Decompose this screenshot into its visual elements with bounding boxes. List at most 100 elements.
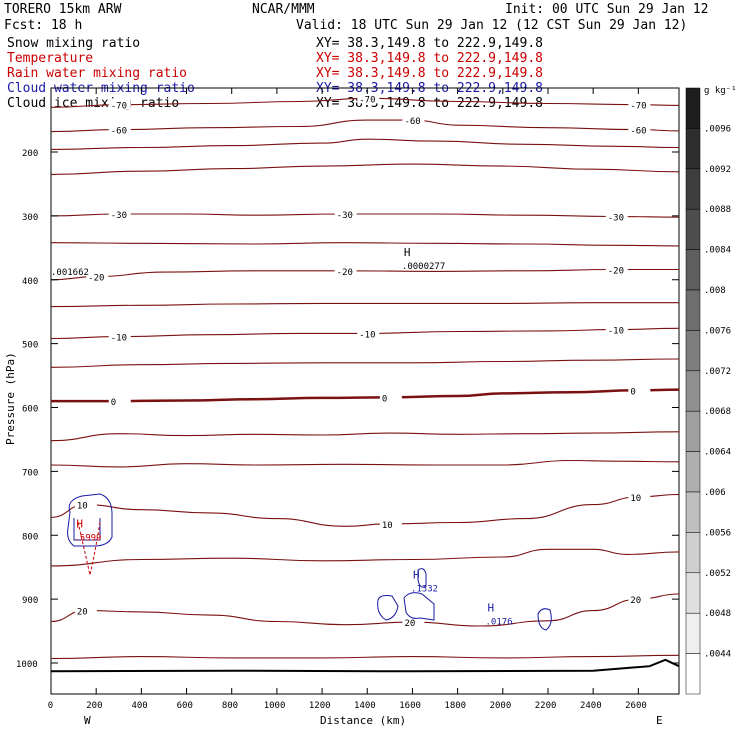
x-axis: 0 200 400 600 800 1000 1200 1400 1600 1800 2000 220… — [48, 88, 647, 711]
isotherm--40 — [50, 163, 680, 175]
colorbar-tick-label: .0076 — [704, 326, 731, 336]
isotherm-label--60: -60 — [404, 117, 420, 127]
isotherm-label-bg — [334, 264, 357, 276]
isotherm-label-bg — [86, 270, 109, 282]
y-tick-label: 500 — [22, 341, 38, 351]
isotherm-20 — [50, 593, 680, 627]
isotherm-label-0: 0 — [111, 398, 116, 408]
colorbar-bin — [685, 653, 701, 695]
y-tick-label: 1000 — [16, 660, 38, 670]
max-value-0: .0000277 — [402, 262, 445, 272]
isotherm-label-0: 0 — [382, 394, 387, 404]
y-tick-label: 700 — [22, 468, 38, 478]
x-end-label-west: W — [84, 714, 91, 727]
isotherm-label-bg — [108, 98, 131, 110]
colorbar-tick-label: .0052 — [704, 569, 731, 579]
y-tick-label: 400 — [22, 277, 38, 287]
legend-xy-2: XY= 38.3,149.8 to 222.9,149.8 — [316, 66, 543, 81]
isotherm-label-bg — [605, 210, 628, 222]
isotherm-label-bg — [379, 517, 402, 529]
colorbar-bin — [685, 532, 701, 574]
isotherm-label--10: -10 — [608, 327, 624, 337]
isotherm-label-bg — [628, 98, 651, 110]
legend-xy-0: XY= 38.3,149.8 to 222.9,149.8 — [316, 36, 543, 51]
legend-field-1: Temperature — [7, 51, 93, 66]
y-axis-label: Pressure (hPa) — [4, 352, 17, 445]
colorbar-unit: g kg⁻¹ — [704, 86, 737, 96]
ground-line — [50, 658, 680, 673]
isotherm-25 — [50, 654, 680, 660]
isotherm-label-bg — [379, 391, 402, 403]
x-axis-label: Distance (km) — [320, 714, 406, 727]
colorbar-bin — [685, 572, 701, 614]
isotherm-label-bg — [74, 604, 97, 616]
colorbar-bin — [685, 249, 701, 291]
y-tick-label: 800 — [22, 532, 38, 542]
max-marker-0: H — [404, 246, 411, 259]
isotherm-label-bg — [628, 123, 651, 135]
colorbar-tick-label: .0072 — [704, 367, 731, 377]
isotherm-label-10: 10 — [77, 502, 88, 512]
legend-xy-1: XY= 38.3,149.8 to 222.9,149.8 — [316, 51, 543, 66]
colorbar-tick-label: .008 — [704, 286, 726, 296]
x-tick-label: 2600 — [625, 701, 647, 711]
isotherm-label-10: 10 — [382, 521, 393, 531]
isotherm-0 — [50, 388, 680, 403]
x-tick-label: 600 — [177, 701, 193, 711]
isotherm-label--70: -70 — [111, 102, 127, 112]
isotherm--5 — [50, 358, 680, 368]
left-edge-value: .001662 — [51, 268, 89, 278]
colorbar: .0096 .0092 .0088 .0084 .008 .0076 .0072 .0068.… — [685, 87, 731, 695]
isotherm--60 — [50, 119, 680, 133]
colorbar-tick-label: .006 — [704, 488, 726, 498]
plot-frame — [50, 87, 680, 695]
isotherm-label-bg — [605, 323, 628, 335]
cloud-water-contours — [67, 493, 552, 631]
colorbar-bin — [685, 491, 701, 533]
max-value-2: .1332 — [411, 584, 438, 594]
isotherm-label--30: -30 — [111, 211, 127, 221]
x-tick-label: 400 — [131, 701, 147, 711]
isotherm-label--70: -70 — [630, 102, 646, 112]
max-marker-2: H — [413, 568, 420, 581]
isotherm--20 — [50, 268, 679, 281]
isotherm-label-10: 10 — [630, 494, 641, 504]
isotherm-3 — [50, 431, 680, 442]
x-tick-label: 2000 — [490, 701, 512, 711]
y-tick-label: 900 — [22, 596, 38, 606]
isotherm-label--60: -60 — [630, 127, 646, 137]
isotherm-label-bg — [628, 490, 651, 502]
cloud-water-cell-3 — [417, 568, 427, 588]
colorbar-bin — [685, 612, 701, 654]
cloud-water-cell-1 — [377, 595, 399, 621]
colorbar-tick-label: .0056 — [704, 528, 731, 538]
x-tick-label: 1600 — [399, 701, 421, 711]
x-tick-label: 1000 — [264, 701, 286, 711]
colorbar-tick-label: .0096 — [704, 124, 731, 134]
temperature-isotherms: -70 -70 -70 -60 -60 -60 -30 -30 -30 -20 -20 -20 -10 -… — [50, 92, 680, 660]
organization: NCAR/MMM — [252, 2, 315, 17]
isotherm-label-bg — [628, 384, 651, 396]
cloud-water-cell-west — [67, 493, 113, 547]
colorbar-bin — [685, 330, 701, 372]
field-legend: Snow mixing ratio XY= 38.3,149.8 to 222.9… — [7, 36, 543, 111]
isotherm--30 — [50, 213, 680, 218]
colorbar-bin — [685, 289, 701, 331]
isotherm-label-bg — [108, 330, 131, 342]
y-tick-label: 300 — [22, 213, 38, 223]
isotherm-label-bg — [628, 593, 651, 605]
legend-field-2: Rain water mixing ratio — [7, 66, 187, 81]
rain-contours — [77, 521, 101, 576]
x-tick-label: 2400 — [580, 701, 602, 711]
cloud-water-cell-2 — [403, 592, 435, 621]
valid-time: Valid: 18 UTC Sun 29 Jan 12 (12 CST Sun … — [296, 18, 687, 33]
forecast-hour: Fcst: 18 h — [4, 18, 82, 33]
max-marker-1: H — [76, 517, 83, 530]
legend-field-0: Snow mixing ratio — [7, 36, 140, 51]
colorbar-tick-label: .0048 — [704, 609, 731, 619]
rain-contour-west — [77, 521, 101, 576]
max-value-1: .5999 — [74, 533, 101, 543]
y-tick-label: 200 — [22, 149, 38, 159]
isotherm-label--20: -20 — [88, 274, 104, 284]
x-tick-label: 800 — [222, 701, 238, 711]
